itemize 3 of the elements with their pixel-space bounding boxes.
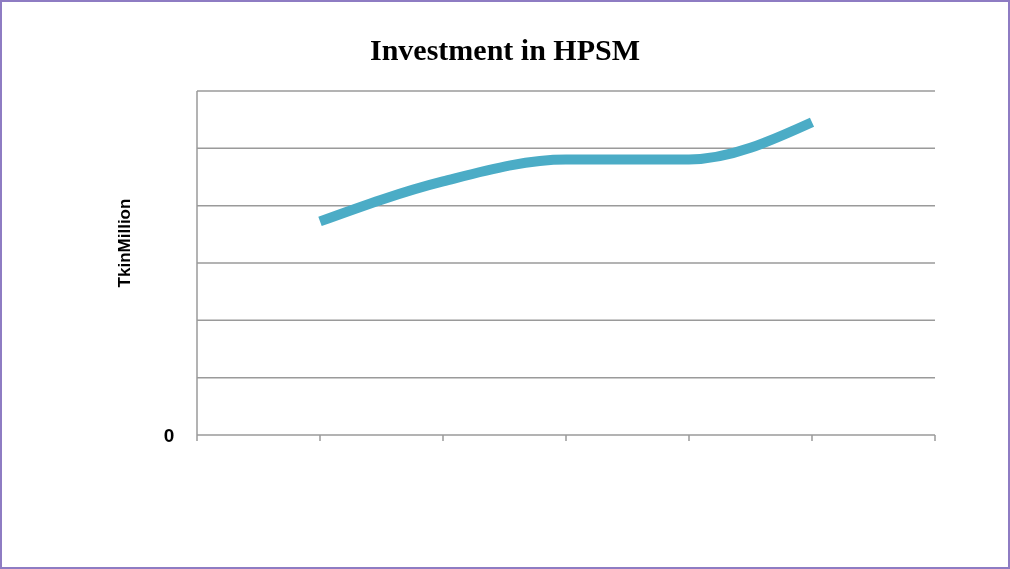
text: 0 xyxy=(163,425,175,446)
chart-title: Investment in HPSM xyxy=(370,33,640,66)
y-axis-title: TkinMillion xyxy=(115,198,134,288)
